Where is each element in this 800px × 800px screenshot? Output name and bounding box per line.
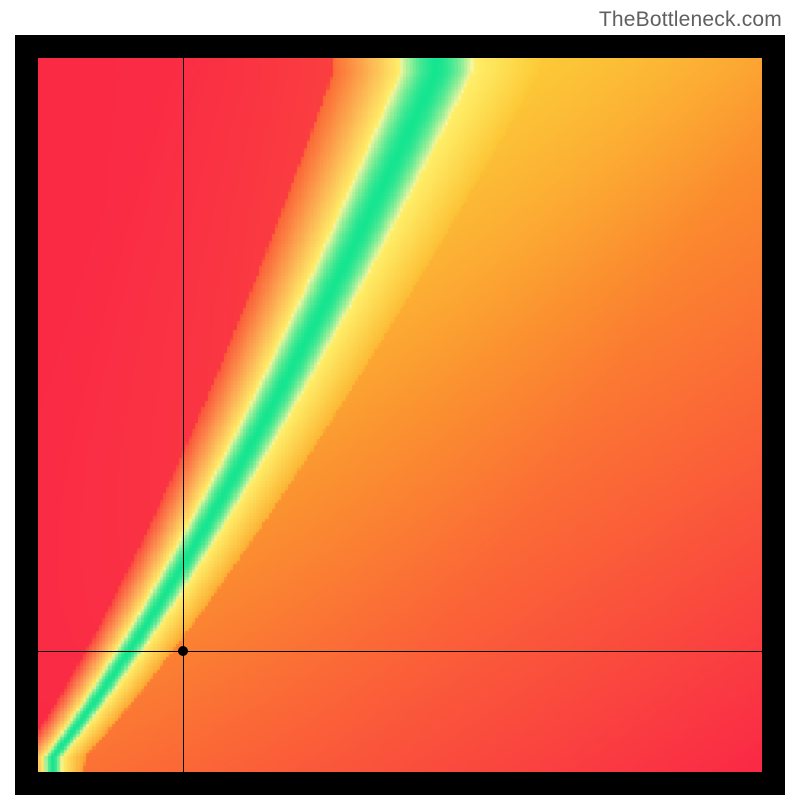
plot-frame bbox=[15, 35, 785, 795]
heatmap-canvas bbox=[38, 58, 762, 772]
crosshair-point bbox=[178, 646, 188, 656]
chart-container: TheBottleneck.com bbox=[0, 0, 800, 800]
crosshair-horizontal bbox=[38, 651, 762, 652]
watermark-text: TheBottleneck.com bbox=[599, 8, 782, 32]
crosshair-vertical bbox=[183, 58, 184, 772]
